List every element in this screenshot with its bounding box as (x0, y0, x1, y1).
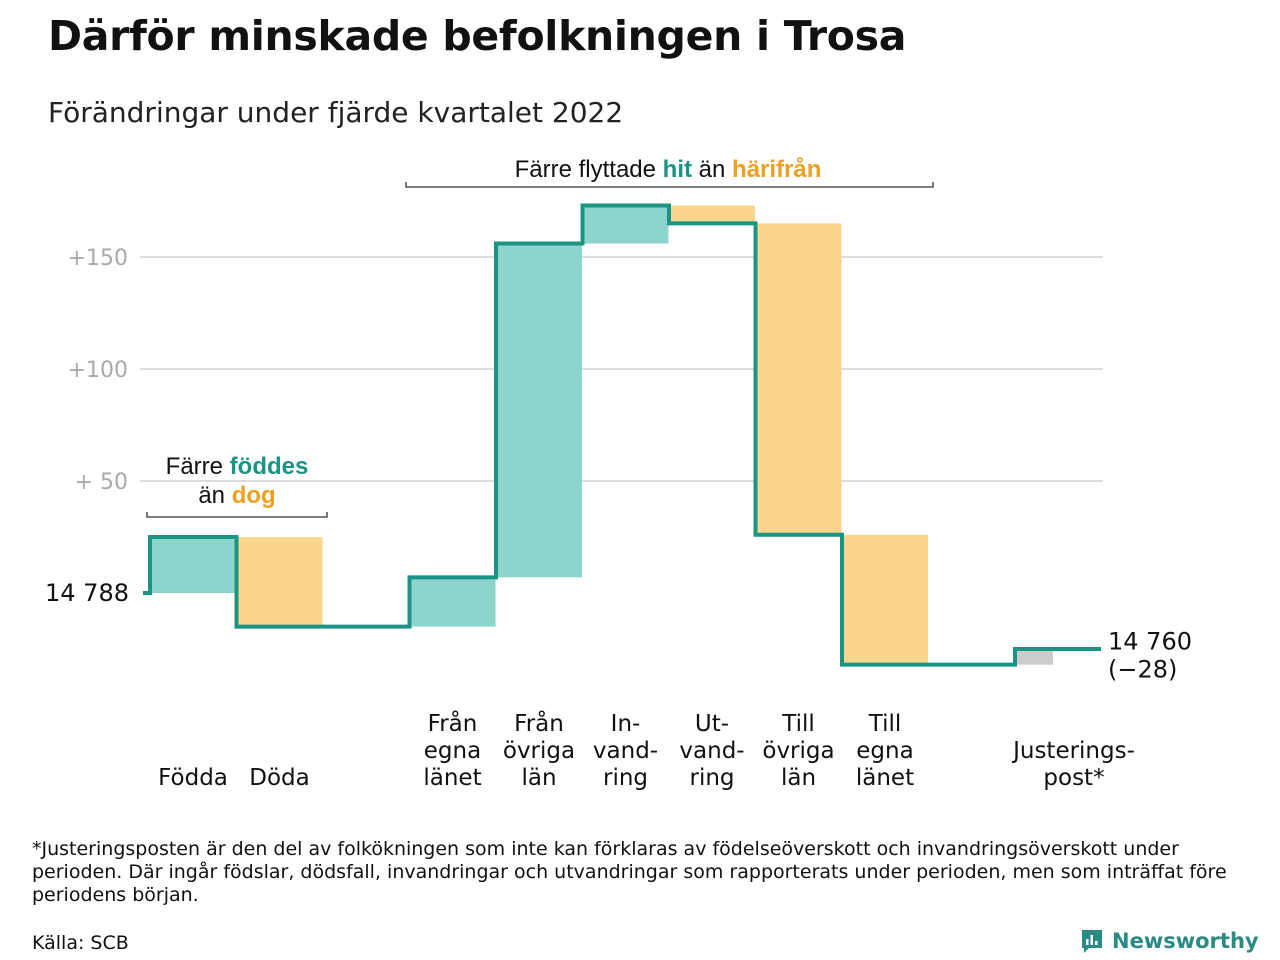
footnote: *Justeringsposten är den del av folkökni… (32, 838, 1227, 906)
category-label: länet (856, 765, 914, 791)
svg-text:än dog: än dog (198, 482, 275, 509)
category-label: län (521, 765, 556, 791)
value-labels: 14 788 14 760(−28) (45, 579, 1192, 684)
category-label: Ut- (695, 711, 729, 737)
waterfall-bar (236, 537, 323, 627)
y-tick-label: + 50 (75, 470, 128, 495)
chart-title: Därför minskade befolkningen i Trosa (48, 12, 907, 60)
chart-subtitle: Förändringar under fjärde kvartalet 2022 (48, 96, 624, 129)
migration-annotation: Färre flyttade hit än härifrån (405, 156, 934, 188)
deaths-annotation-highlight: dog (232, 482, 276, 509)
start-value-label: 14 788 (45, 579, 129, 607)
category-label: Från (428, 709, 478, 737)
category-label: Till (781, 711, 815, 737)
category-label: Döda (249, 765, 309, 791)
category-label: vand- (593, 738, 658, 764)
category-label: post* (1043, 765, 1104, 791)
y-tick-label: +150 (68, 246, 128, 271)
category-label: länet (423, 765, 481, 791)
category-label: län (781, 765, 816, 791)
y-tick-labels: + 50 +100 +150 (68, 246, 128, 495)
category-label: Till (868, 711, 902, 737)
waterfall-bar (409, 577, 496, 627)
deaths-annotation-prefix: än (198, 482, 231, 509)
category-label: ring (689, 765, 734, 791)
category-label: övriga (762, 738, 834, 764)
births-annotation: Färre föddes än dog (146, 453, 328, 518)
migration-annotation-bracket (405, 182, 934, 188)
births-annotation-prefix: Färre (166, 453, 230, 480)
migration-annotation-prefix: Färre flyttade (515, 156, 663, 183)
waterfall-bar (150, 537, 236, 593)
end-change-label: (−28) (1108, 656, 1177, 684)
y-tick-label: +100 (68, 358, 128, 383)
category-label: In- (611, 711, 641, 737)
category-label: Födda (158, 765, 228, 791)
category-label: vand- (679, 738, 744, 764)
cumulative-step-line (143, 203, 1101, 667)
births-annotation-highlight: föddes (230, 453, 309, 480)
end-value-label: 14 760 (1108, 628, 1192, 656)
waterfall-chart: + 50+100+150 Födda DödaFrånegnalänetFrånö… (45, 156, 1192, 791)
migration-annotation-middle: än (692, 156, 732, 183)
category-label: ring (603, 765, 648, 791)
category-label: egna (856, 738, 913, 764)
waterfall-bar (669, 205, 755, 224)
source: Källa: SCB (32, 932, 129, 954)
waterfall-bar (842, 534, 928, 665)
category-label: övriga (503, 738, 575, 764)
svg-text:Färre flyttade hit än härifrån: Färre flyttade hit än härifrån (515, 156, 822, 183)
step-line (143, 203, 1101, 667)
births-annotation-bracket (146, 512, 328, 518)
waterfall-bar (1017, 649, 1053, 665)
gridlines (140, 256, 1103, 482)
category-label: egna (424, 738, 481, 764)
waterfall-bar (755, 223, 842, 535)
brand-name: Newsworthy (1112, 929, 1259, 953)
newsworthy-logo-icon (1082, 930, 1102, 953)
category-label: Justerings- (1011, 738, 1135, 764)
bars (150, 205, 1053, 665)
waterfall-bar (496, 243, 582, 578)
category-labels: Födda DödaFrånegnalänetFrånövrigalänIn-va… (158, 709, 1135, 791)
category-label: Från (514, 709, 564, 737)
svg-text:Färre föddes: Färre föddes (166, 453, 309, 480)
migration-annotation-hit: hit (663, 156, 692, 183)
waterfall-bar (582, 205, 669, 244)
migration-annotation-harifran: härifrån (732, 156, 821, 183)
brand-logo[interactable]: Newsworthy (1080, 928, 1259, 954)
